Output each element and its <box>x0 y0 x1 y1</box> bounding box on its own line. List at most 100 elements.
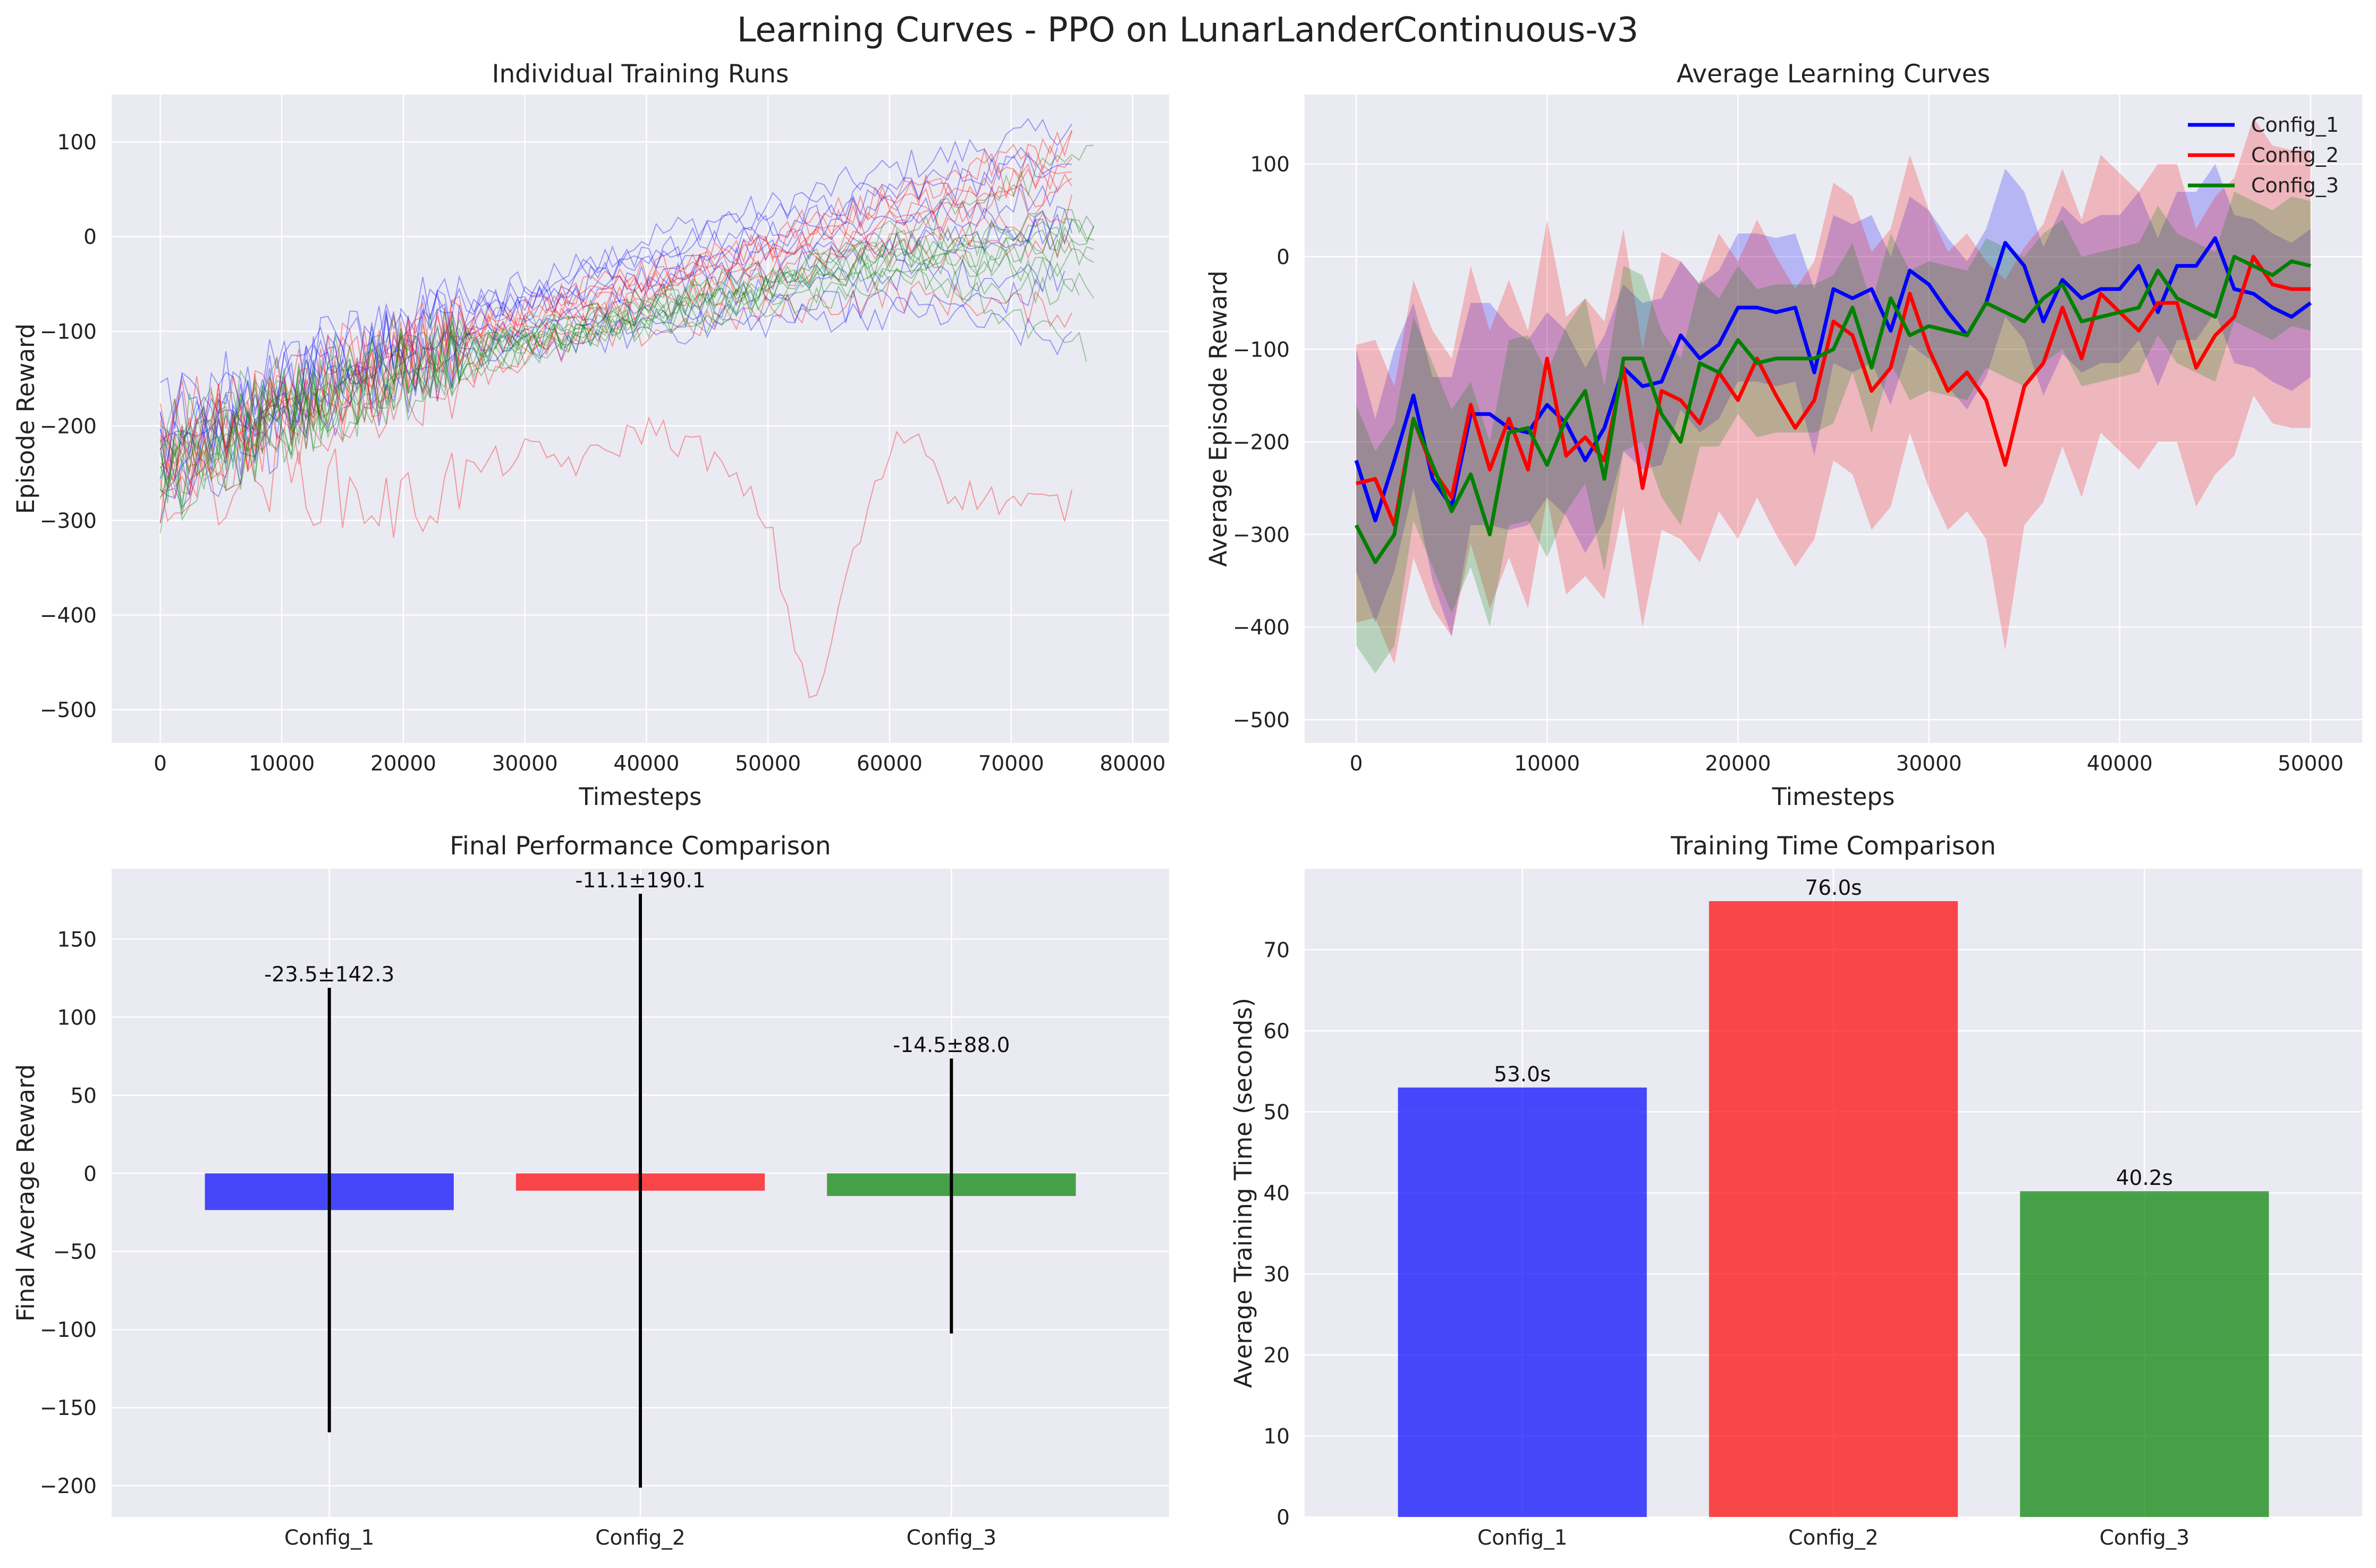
x-tick-label: 0 <box>154 752 167 776</box>
run-line-config-2-3 <box>159 130 1072 443</box>
y-axis-label: Final Average Reward <box>12 1064 40 1322</box>
y-tick-label: −200 <box>40 1474 97 1498</box>
x-ticks: 0 10000 20000 30000 40000 50000 60000 70000 8000… <box>154 752 1165 776</box>
legend-label: Config_2 <box>2251 143 2339 167</box>
y-tick-label: 70 <box>1263 939 1290 963</box>
y-tick-label: 150 <box>57 928 97 952</box>
y-tick-label: 20 <box>1263 1344 1290 1368</box>
run-line-config-2-2 <box>159 164 1072 472</box>
mean-line-config-3 <box>1354 255 2311 564</box>
y-tick-label: 100 <box>57 1006 97 1030</box>
run-line-config-2-9 <box>159 230 1072 498</box>
run-line-config-2-10 <box>159 157 1072 472</box>
y-tick-label: 0 <box>83 225 97 249</box>
bar-config-2 <box>1709 901 1958 1517</box>
run-line-config-1-9 <box>159 194 1058 480</box>
y-tick-label: 100 <box>1250 153 1290 177</box>
run-line-config-3-1 <box>159 145 1094 504</box>
run-line-config-1-4 <box>159 257 1066 481</box>
panel-title: Final Performance Comparison <box>450 832 831 861</box>
y-tick-label: −50 <box>53 1240 97 1264</box>
run-line-config-2-4 <box>159 279 1072 499</box>
y-tick-label: 0 <box>1276 1506 1290 1530</box>
x-tick-label: 20000 <box>370 752 436 776</box>
x-tick-label: Config_1 <box>1477 1526 1567 1550</box>
x-axis-label: Timesteps <box>1772 783 1895 811</box>
x-tick-label: 0 <box>1350 752 1363 776</box>
x-tick-label: 50000 <box>2278 752 2344 776</box>
y-tick-label: −200 <box>1233 431 1290 455</box>
y-ticks: 150 100 50 0 −50 −100 −150 −200 <box>40 928 97 1498</box>
run-line-config-3-10 <box>159 217 1095 471</box>
x-axis-label: Timesteps <box>579 783 702 811</box>
mean-line-config-2 <box>1356 255 2311 527</box>
run-line-config-3-6 <box>160 225 1095 521</box>
std-band-config-2 <box>1356 117 2311 664</box>
y-tick-label: −100 <box>1233 338 1290 362</box>
y-tick-label: −100 <box>40 320 97 344</box>
run-line-config-1-7 <box>159 147 1072 460</box>
run-line-config-2-8 <box>159 416 1072 699</box>
legend-label: Config_1 <box>2251 113 2339 137</box>
bar-value-label: -11.1±190.1 <box>575 869 705 893</box>
y-tick-label: 60 <box>1263 1020 1290 1044</box>
run-line-config-3-5 <box>159 233 1095 473</box>
panel-training-time: 53.0s 76.0s 40.2s Config_1 Config_2 Config_3… <box>1229 832 2362 1550</box>
bar-layer: 53.0s 76.0s 40.2s <box>1398 876 2269 1517</box>
y-ticks: 100 0 −100 −200 −300 −400 −500 <box>1233 153 1290 733</box>
run-line-config-3-9 <box>159 209 1095 510</box>
legend: Config_1 Config_2 Config_3 <box>2188 113 2339 197</box>
run-line-config-1-5 <box>159 290 1072 523</box>
bar-value-label: 76.0s <box>1805 876 1862 900</box>
band-layer <box>1356 117 2311 674</box>
x-tick-label: Config_3 <box>907 1526 996 1550</box>
y-tick-label: −300 <box>1233 523 1290 547</box>
y-tick-label: −300 <box>40 509 97 533</box>
y-tick-label: −500 <box>1233 708 1290 732</box>
y-tick-label: −400 <box>1233 616 1290 640</box>
line-layer <box>159 117 1095 699</box>
x-tick-label: Config_2 <box>1788 1526 1878 1550</box>
bar-value-label: -23.5±142.3 <box>264 963 394 987</box>
run-line-config-1-1 <box>159 117 1072 440</box>
x-tick-label: 10000 <box>1514 752 1580 776</box>
run-line-config-3-3 <box>159 253 1087 487</box>
figure-title: Learning Curves - PPO on LunarLanderCont… <box>737 11 1638 50</box>
y-tick-label: −400 <box>40 604 97 628</box>
line-layer <box>1354 236 2312 564</box>
y-axis-label: Episode Reward <box>12 324 40 514</box>
y-tick-label: 50 <box>1263 1101 1290 1125</box>
panel-final-performance: -23.5±142.3 -11.1±190.1 -14.5±88.0 Config_… <box>12 832 1169 1550</box>
x-tick-label: 70000 <box>978 752 1044 776</box>
run-line-config-2-7 <box>159 173 1072 469</box>
y-tick-label: −500 <box>40 699 97 723</box>
run-line-config-2-5 <box>159 172 1072 478</box>
run-line-config-3-8 <box>159 267 1080 479</box>
x-tick-label: 80000 <box>1100 752 1165 776</box>
axes-background <box>1305 95 2362 743</box>
x-tick-label: 20000 <box>1705 752 1771 776</box>
bar-value-label: 53.0s <box>1494 1063 1551 1087</box>
y-tick-label: 0 <box>1276 245 1290 269</box>
y-tick-label: 40 <box>1263 1182 1290 1206</box>
bar-config-1 <box>1398 1087 1647 1517</box>
x-tick-label: Config_1 <box>284 1526 374 1550</box>
y-tick-label: 50 <box>70 1084 97 1108</box>
panel-individual-runs: 0 10000 20000 30000 40000 50000 60000 70000 8000… <box>12 60 1169 811</box>
run-line-config-1-10 <box>159 206 1072 433</box>
bar-value-label: -14.5±88.0 <box>893 1033 1010 1057</box>
run-line-config-1-2 <box>159 147 1058 462</box>
y-ticks: 0 10 20 30 40 50 60 70 <box>1263 939 1290 1530</box>
x-tick-label: 50000 <box>735 752 801 776</box>
x-tick-label: 10000 <box>249 752 315 776</box>
run-line-config-1-3 <box>159 213 1072 490</box>
bar-layer: -23.5±142.3 -11.1±190.1 -14.5±88.0 <box>205 869 1076 1488</box>
y-tick-label: −150 <box>40 1396 97 1420</box>
panel-title: Training Time Comparison <box>1670 832 1996 861</box>
x-ticks: Config_1 Config_2 Config_3 <box>284 1526 996 1550</box>
x-ticks: Config_1 Config_2 Config_3 <box>1477 1526 2189 1550</box>
legend-label: Config_3 <box>2251 174 2339 197</box>
axes-background <box>112 95 1169 743</box>
x-tick-label: Config_2 <box>595 1526 685 1550</box>
